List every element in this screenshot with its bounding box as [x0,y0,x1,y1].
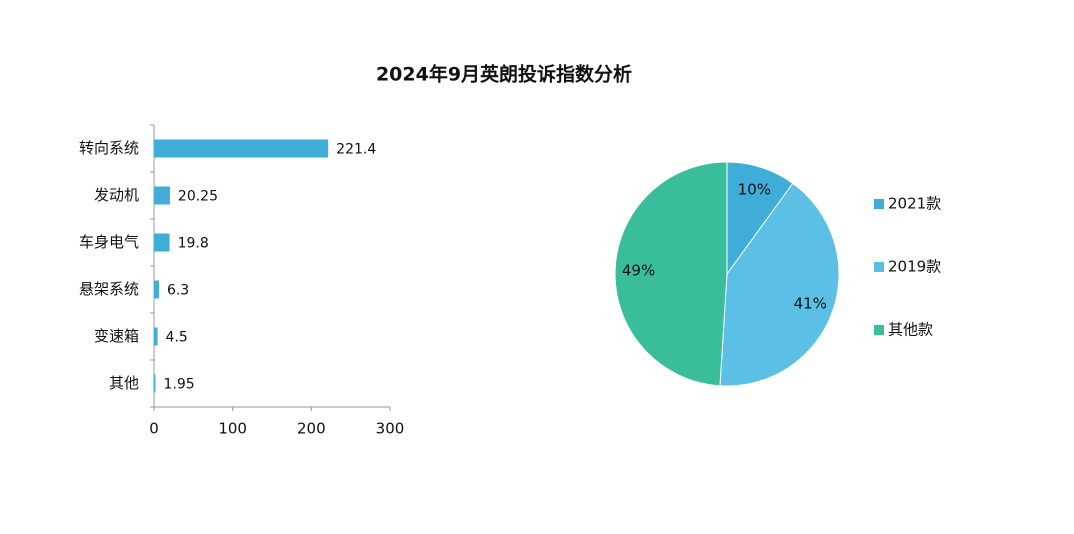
bar [154,280,159,299]
bar [154,186,170,205]
value-label: 221.4 [336,142,376,158]
slice-label: 41% [794,294,827,312]
y-tick-label: 转向系统 [79,139,139,157]
y-tick-label: 其他 [109,374,139,392]
bar [154,327,158,346]
y-tick-label: 变速箱 [94,327,139,345]
bar [154,139,329,158]
y-tick-label: 车身电气 [79,233,139,251]
x-tick-label: 100 [218,420,247,438]
value-label: 20.25 [178,189,218,205]
bar [154,374,156,393]
x-tick-label: 300 [376,420,405,438]
x-tick-label: 200 [297,420,326,438]
value-label: 19.8 [178,236,209,252]
pie-slice [614,161,728,387]
value-label: 4.5 [166,330,188,346]
legend-swatch [874,199,884,209]
legend-label: 2021款 [888,195,941,213]
bar [154,233,170,252]
legend-label: 其他款 [888,321,933,339]
slice-label: 49% [622,262,655,280]
legend-swatch [874,262,884,272]
x-tick-label: 0 [149,420,159,438]
legend-swatch [874,325,884,335]
y-tick-label: 发动机 [94,186,139,204]
legend-label: 2019款 [888,258,941,276]
value-label: 1.95 [164,377,195,393]
slice-label: 10% [738,180,771,198]
chart-title: 2024年9月英朗投诉指数分析 [376,63,632,86]
pie-slice [719,182,840,387]
y-tick-label: 悬架系统 [79,280,139,298]
value-label: 6.3 [167,283,189,299]
